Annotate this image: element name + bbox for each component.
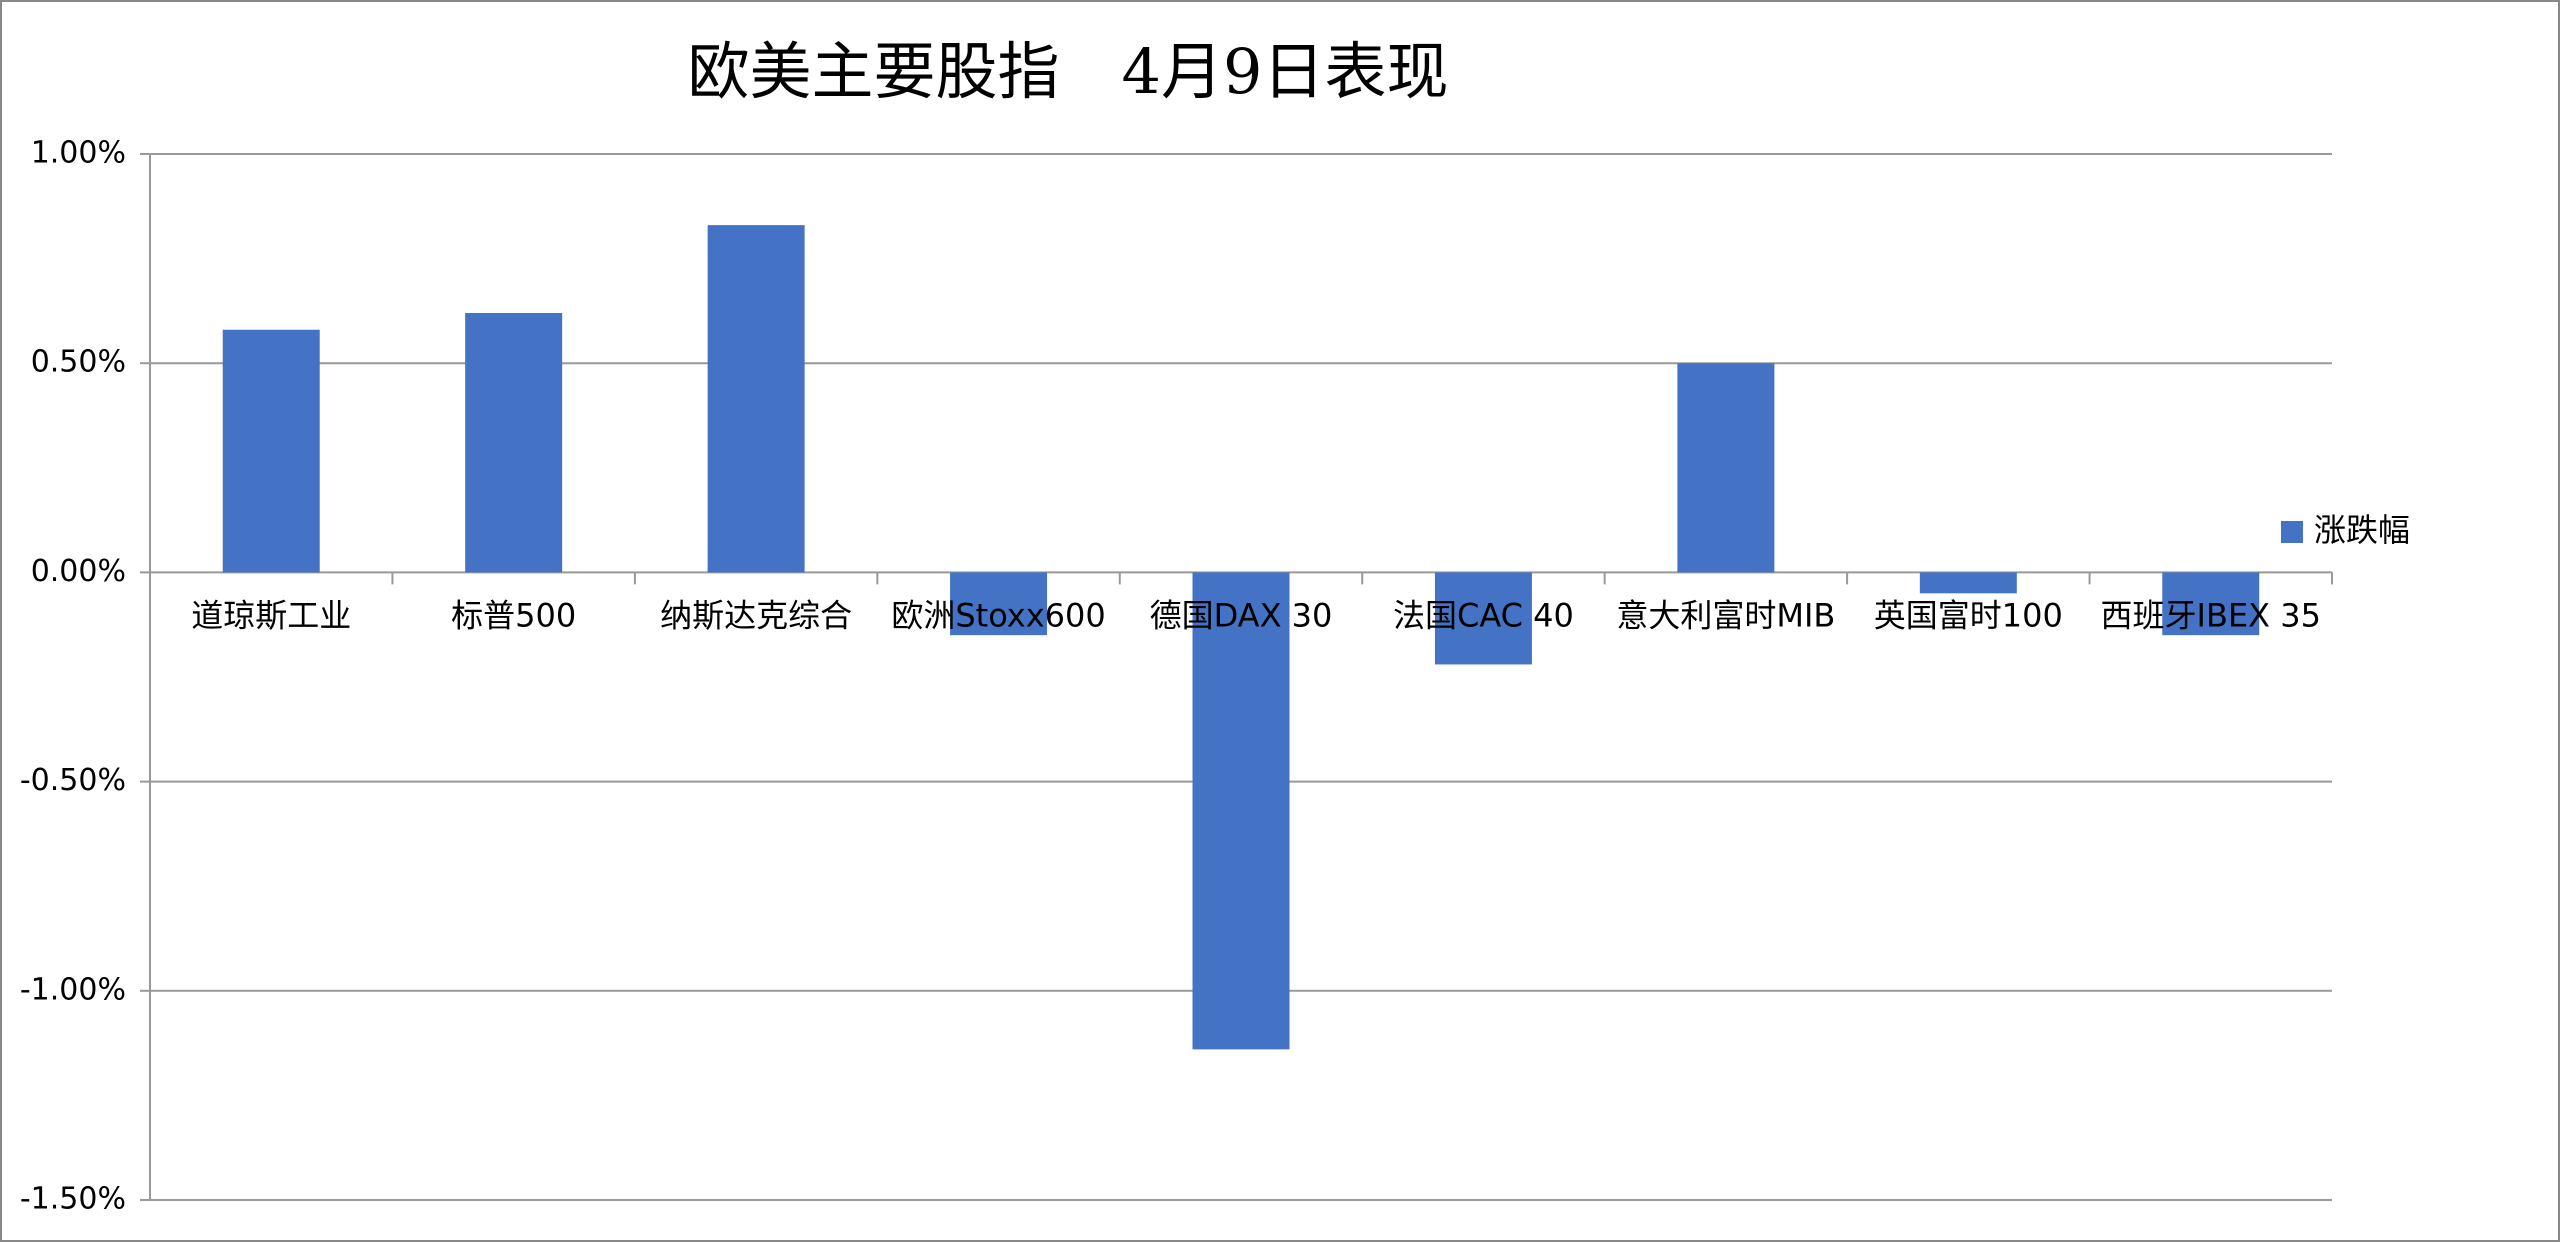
bar — [1434, 572, 1532, 665]
bar — [2162, 572, 2260, 636]
bar — [465, 312, 563, 573]
bar — [1677, 363, 1775, 573]
bar — [1919, 572, 2017, 594]
x-tick-label: 英国富时100 — [1874, 596, 2063, 634]
legend-swatch — [2281, 521, 2303, 543]
chart-title: 欧美主要股指 4月9日表现 — [688, 35, 1449, 108]
x-tick-label: 道琼斯工业 — [191, 596, 351, 634]
y-tick-label: -0.50% — [20, 763, 126, 798]
bar — [222, 329, 320, 573]
y-tick-label: -1.00% — [20, 972, 126, 1007]
bar — [950, 572, 1048, 636]
bar — [707, 225, 805, 573]
x-tick-label: 欧洲Stoxx600 — [891, 596, 1105, 634]
x-tick-label: 标普500 — [451, 596, 576, 634]
x-tick-label: 意大利富时MIB — [1616, 596, 1835, 634]
y-tick-label: 1.00% — [31, 136, 126, 171]
y-tick-label: 0.50% — [31, 345, 126, 380]
x-tick-label: 德国DAX 30 — [1150, 596, 1333, 634]
x-tick-label: 法国CAC 40 — [1393, 596, 1574, 634]
bar — [1192, 572, 1290, 1050]
legend-label: 涨跌幅 — [2314, 511, 2410, 549]
x-tick-label: 西班牙IBEX 35 — [2101, 596, 2321, 634]
y-tick-label: -1.50% — [20, 1182, 126, 1217]
x-tick-label: 纳斯达克综合 — [660, 596, 852, 634]
y-tick-label: 0.00% — [31, 554, 126, 589]
